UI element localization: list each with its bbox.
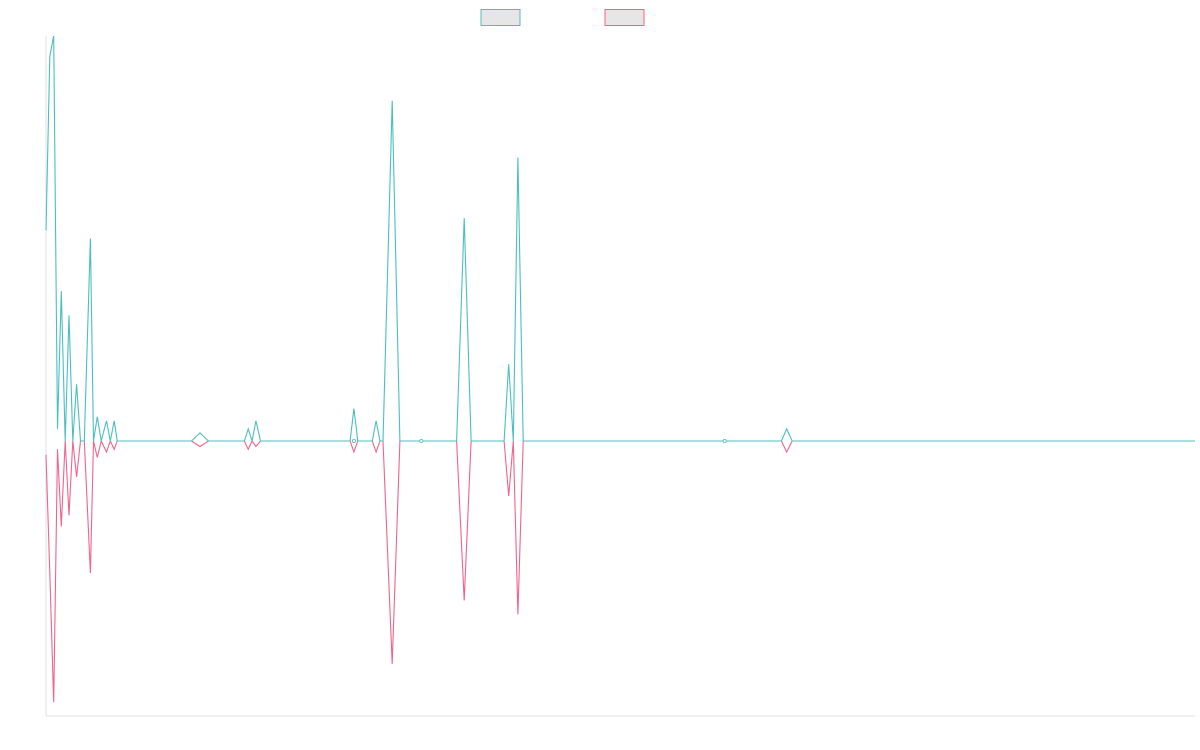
series-line-2 [45,439,1195,703]
plot-area [45,35,1195,703]
legend-swatch-1[interactable] [480,9,521,26]
legend [480,9,645,26]
point-marker-3 [722,438,727,443]
point-marker-1 [351,438,356,443]
point-marker-2 [419,438,424,443]
series-line-1 [45,35,1195,442]
axes [45,36,1195,717]
legend-swatch-2[interactable] [604,9,645,26]
